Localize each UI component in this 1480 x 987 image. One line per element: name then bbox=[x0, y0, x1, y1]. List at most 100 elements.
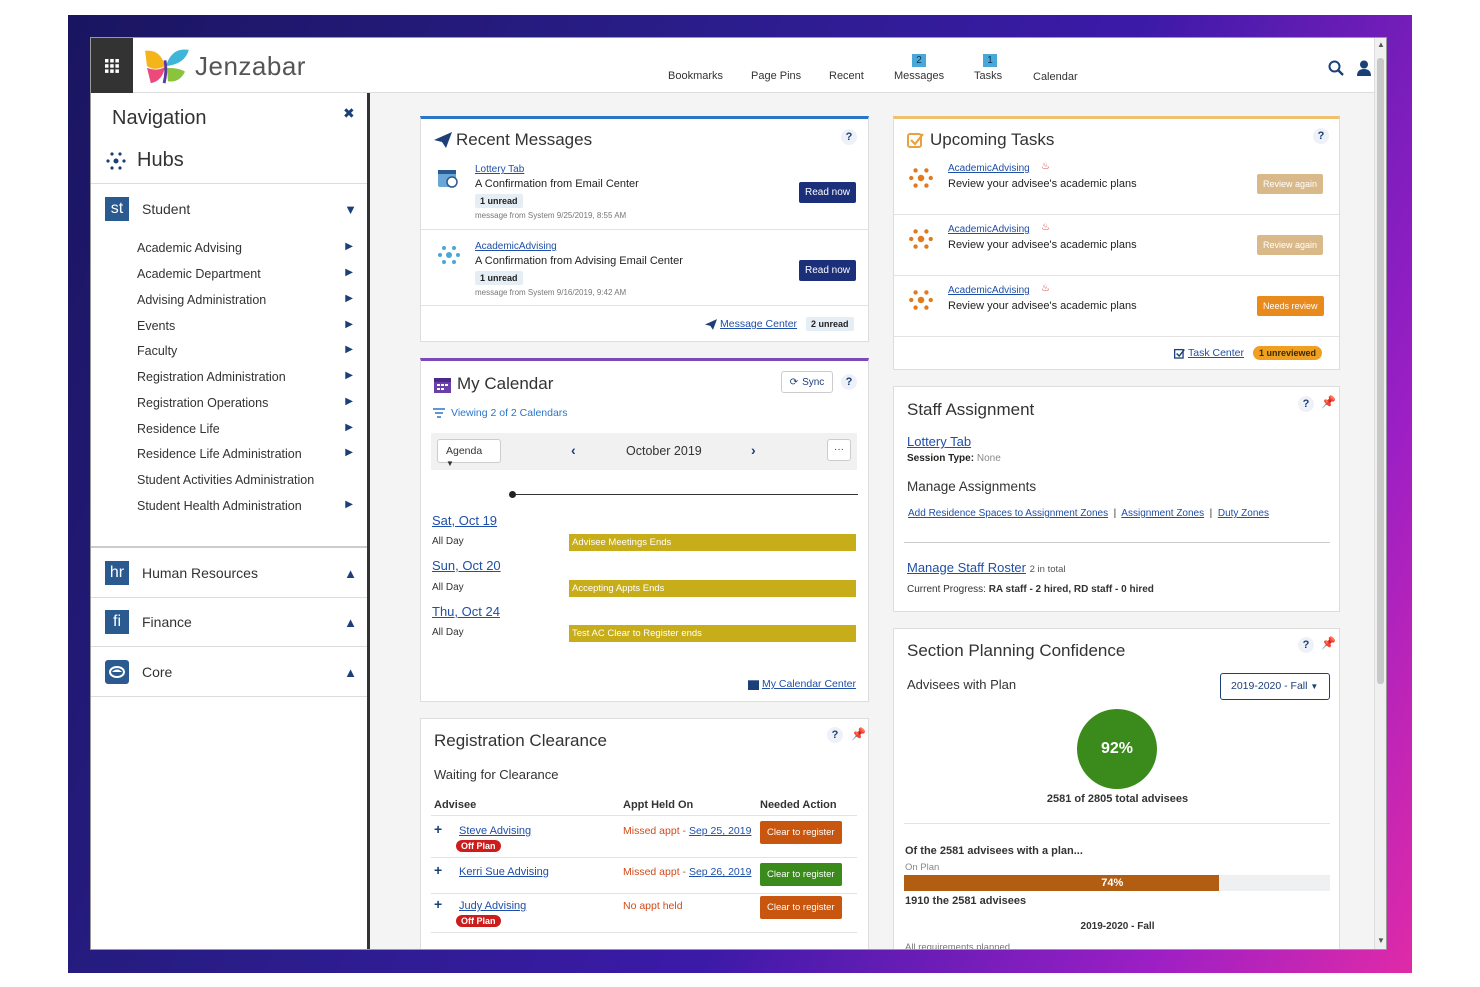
appt-date-link[interactable]: Sep 26, 2019 bbox=[688, 866, 752, 878]
clear-to-register-button[interactable]: Clear to register bbox=[760, 821, 842, 844]
hub-human-resources[interactable]: hr Human Resources ▲ bbox=[105, 561, 357, 585]
chevron-up-icon[interactable]: ▲ bbox=[344, 664, 357, 680]
advisee-link[interactable]: Judy Advising bbox=[459, 900, 527, 912]
on-plan-label: On Plan bbox=[905, 862, 940, 873]
app-grid-icon[interactable] bbox=[91, 38, 133, 93]
day-link[interactable]: Thu, Oct 24 bbox=[432, 604, 500, 619]
message-source-link[interactable]: AcademicAdvising bbox=[475, 241, 557, 252]
day-link[interactable]: Sat, Oct 19 bbox=[432, 513, 498, 528]
search-icon[interactable] bbox=[1328, 60, 1344, 76]
more-options-button[interactable]: ··· bbox=[827, 439, 851, 461]
sidebar-item-residence-life[interactable]: Residence Life ▶ bbox=[137, 422, 353, 436]
expand-plus-icon[interactable]: + bbox=[434, 896, 443, 912]
nav-calendar[interactable]: Calendar bbox=[1033, 71, 1078, 83]
lottery-tab-link[interactable]: Lottery Tab bbox=[907, 434, 972, 449]
sync-button[interactable]: ⟳ Sync bbox=[781, 371, 833, 393]
task-center-link[interactable]: Task Center bbox=[1188, 347, 1245, 359]
calendar-center-link[interactable]: My Calendar Center bbox=[762, 678, 856, 690]
chevron-left-icon[interactable]: ‹ bbox=[571, 442, 576, 458]
expand-plus-icon[interactable]: + bbox=[434, 862, 443, 878]
advisee-link[interactable]: Steve Advising bbox=[459, 825, 532, 837]
calendar-center-footer: My Calendar Center bbox=[748, 678, 856, 690]
butterfly-icon bbox=[145, 49, 189, 84]
hub-finance[interactable]: fi Finance ▲ bbox=[105, 610, 357, 634]
sidebar-item-advising-administration[interactable]: Advising Administration ▶ bbox=[137, 293, 353, 307]
pin-icon[interactable]: 📌 bbox=[1321, 636, 1336, 650]
sidebar-item-student-activities-administration[interactable]: Student Activities Administration bbox=[137, 473, 353, 487]
flame-icon: ♨ bbox=[1041, 222, 1050, 233]
day-link[interactable]: Sun, Oct 20 bbox=[432, 558, 501, 573]
pin-icon[interactable]: 📌 bbox=[851, 727, 866, 741]
sidebar-item-registration-operations[interactable]: Registration Operations ▶ bbox=[137, 396, 353, 410]
item-label: Residence Life bbox=[137, 422, 220, 436]
task-source-link[interactable]: AcademicAdvising bbox=[948, 224, 1030, 235]
view-select[interactable]: Agenda ▼ bbox=[437, 439, 501, 468]
hub-core[interactable]: Core ▲ bbox=[105, 660, 357, 684]
appt-date-link[interactable]: Sep 25, 2019 bbox=[688, 825, 752, 837]
calendar-event[interactable]: Accepting Appts Ends bbox=[569, 580, 856, 597]
assignment-zones-link[interactable]: Assignment Zones bbox=[1121, 508, 1205, 519]
pin-icon[interactable]: 📌 bbox=[1321, 395, 1336, 409]
appt-status: Missed appt - Sep 26, 2019 bbox=[623, 866, 751, 878]
nav-page-pins[interactable]: Page Pins bbox=[751, 70, 802, 82]
chevron-right-icon: ▶ bbox=[345, 344, 353, 355]
expand-plus-icon[interactable]: + bbox=[434, 821, 443, 837]
chevron-up-icon[interactable]: ▲ bbox=[344, 614, 357, 630]
task-source-link[interactable]: AcademicAdvising bbox=[948, 285, 1030, 296]
sidebar-item-residence-life-administration[interactable]: Residence Life Administration ▶ bbox=[137, 447, 353, 461]
task-source-link[interactable]: AcademicAdvising bbox=[948, 163, 1030, 174]
help-icon[interactable]: ? bbox=[1298, 637, 1314, 653]
advisee-link[interactable]: Kerri Sue Advising bbox=[459, 866, 549, 878]
nav-bookmarks[interactable]: Bookmarks bbox=[668, 70, 724, 82]
nav-messages[interactable]: 2 Messages bbox=[894, 54, 944, 84]
needs-review-button[interactable]: Needs review bbox=[1257, 296, 1324, 316]
read-now-button[interactable]: Read now bbox=[799, 182, 857, 203]
chevron-right-icon[interactable]: › bbox=[751, 442, 756, 458]
user-icon[interactable] bbox=[1356, 60, 1372, 76]
clear-to-register-button[interactable]: Clear to register bbox=[760, 896, 842, 919]
jenzabar-logo[interactable]: Jenzabar bbox=[141, 46, 306, 86]
message-center-link[interactable]: Message Center bbox=[720, 318, 798, 330]
help-icon[interactable]: ? bbox=[841, 374, 857, 390]
help-icon[interactable]: ? bbox=[1298, 396, 1314, 412]
chevron-right-icon: ▶ bbox=[345, 293, 353, 304]
help-icon[interactable]: ? bbox=[1313, 128, 1329, 144]
add-residence-spaces-link[interactable]: Add Residence Spaces to Assignment Zones bbox=[908, 508, 1109, 519]
scroll-up-icon[interactable]: ▲ bbox=[1377, 40, 1385, 49]
messages-count-badge: 2 bbox=[912, 54, 926, 67]
finance-hub-icon: fi bbox=[105, 610, 129, 634]
message-source-link[interactable]: Lottery Tab bbox=[475, 164, 525, 175]
calendar-event[interactable]: Test AC Clear to Register ends bbox=[569, 625, 856, 642]
page-scrollbar[interactable]: ▲ ▼ bbox=[1374, 38, 1386, 949]
divider bbox=[894, 275, 1339, 276]
sidebar-item-events[interactable]: Events ▶ bbox=[137, 319, 353, 333]
read-now-button[interactable]: Read now bbox=[799, 260, 857, 281]
hub-student[interactable]: st Student ▼ bbox=[105, 197, 357, 221]
chevron-down-icon[interactable]: ▼ bbox=[344, 201, 357, 217]
review-again-button[interactable]: Review again bbox=[1257, 235, 1324, 255]
hub-dots-icon bbox=[909, 229, 933, 249]
help-icon[interactable]: ? bbox=[841, 129, 857, 145]
review-again-button[interactable]: Review again bbox=[1257, 174, 1324, 194]
sidebar-item-academic-advising[interactable]: Academic Advising ▶ bbox=[137, 241, 353, 255]
term-select[interactable]: 2019-2020 - Fall ▼ bbox=[1220, 673, 1330, 700]
tasks-title: Upcoming Tasks bbox=[907, 130, 1054, 150]
help-icon[interactable]: ? bbox=[827, 727, 843, 743]
calendar-event[interactable]: Advisee Meetings Ends bbox=[569, 534, 856, 551]
message-subject: A Confirmation from Advising Email Cente… bbox=[475, 255, 683, 267]
sidebar-item-registration-administration[interactable]: Registration Administration ▶ bbox=[137, 370, 353, 384]
sidebar-item-student-health-administration[interactable]: Student Health Administration ▶ bbox=[137, 499, 353, 513]
chevron-up-icon[interactable]: ▲ bbox=[344, 565, 357, 581]
sidebar-item-academic-department[interactable]: Academic Department ▶ bbox=[137, 267, 353, 281]
sidebar-item-faculty[interactable]: Faculty ▶ bbox=[137, 344, 353, 358]
clear-to-register-button[interactable]: Clear to register bbox=[760, 863, 842, 886]
scrollbar-thumb[interactable] bbox=[1377, 58, 1384, 684]
nav-tasks[interactable]: 1 Tasks bbox=[974, 54, 1006, 84]
duty-zones-link[interactable]: Duty Zones bbox=[1217, 508, 1269, 519]
nav-recent[interactable]: Recent bbox=[829, 70, 864, 82]
scroll-down-icon[interactable]: ▼ bbox=[1377, 936, 1385, 945]
close-icon[interactable]: ✖ bbox=[343, 105, 355, 121]
calendar-filter[interactable]: Viewing 2 of 2 Calendars bbox=[433, 407, 568, 419]
manage-staff-roster-link[interactable]: Manage Staff Roster bbox=[907, 560, 1026, 575]
divider bbox=[431, 893, 857, 894]
